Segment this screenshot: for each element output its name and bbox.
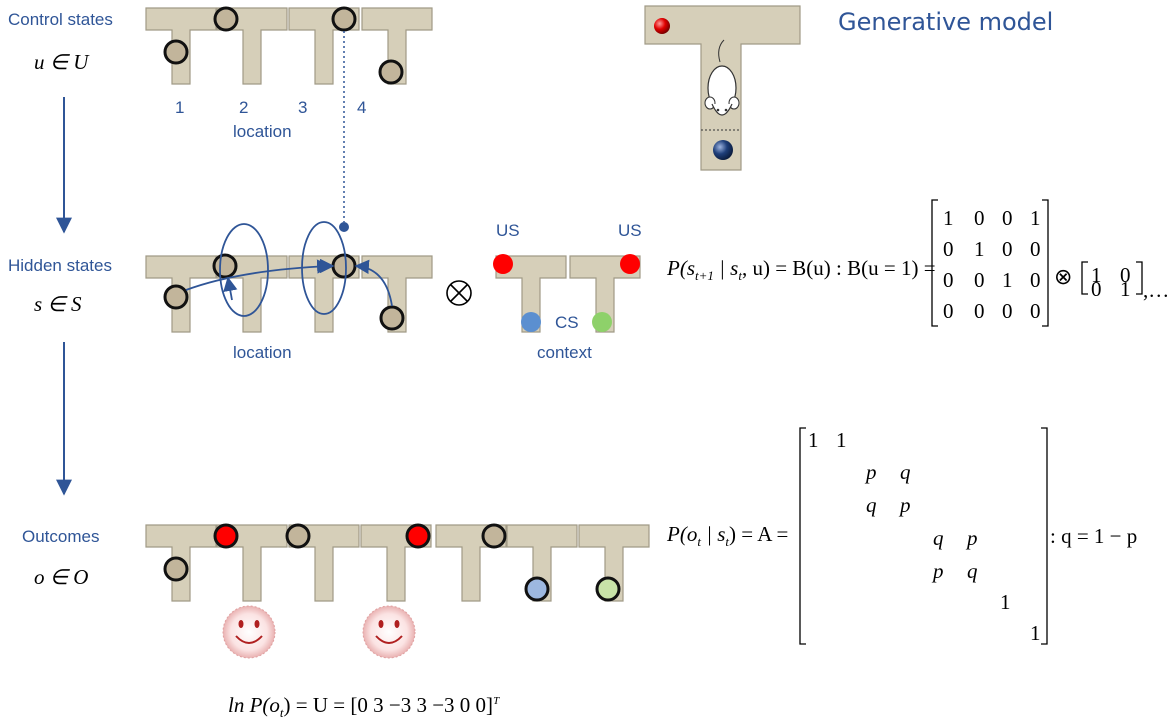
ellipsis: ,…: [1143, 278, 1170, 302]
matrix-b-brackets: [931, 199, 1049, 327]
blue-ball: [713, 140, 733, 160]
context-maze-left: [493, 254, 567, 333]
connector-dot: [339, 222, 349, 232]
outcome-maze-5: [435, 523, 507, 602]
control-maze-4: [361, 7, 433, 85]
control-maze-1: [145, 7, 217, 85]
context-label: context: [537, 343, 592, 362]
control-location-label: location: [233, 122, 292, 141]
matrix-i-brackets: [1081, 261, 1143, 295]
matrix-a-brackets: [799, 427, 1048, 645]
outcomes-heading: Outcomes: [22, 527, 100, 546]
control-states-heading: Control states: [8, 10, 113, 29]
control-maze-2: [213, 6, 288, 85]
utility-equation: ln P(ot) = U = [0 3 −3 3 −3 0 0]T: [228, 693, 500, 721]
hidden-location-label: location: [233, 343, 292, 362]
red-ball: [654, 18, 670, 34]
control-maze-3: [288, 6, 360, 85]
hidden-maze-1: [145, 255, 217, 333]
hidden-states-heading: Hidden states: [8, 256, 112, 275]
us-label-right: US: [618, 221, 642, 240]
outcome-maze-1: [145, 524, 217, 602]
q-condition: : q = 1 − p: [1050, 524, 1138, 548]
context-maze-right: [569, 254, 641, 333]
location-number-3: 3: [298, 98, 308, 117]
likelihood-equation: P(ot | st) = A =: [667, 522, 789, 550]
cs-label: CS: [555, 313, 579, 332]
us-label-left: US: [496, 221, 520, 240]
outcome-maze-2: [213, 523, 288, 602]
location-number-1: 1: [175, 98, 185, 117]
hidden-maze-4: [361, 255, 433, 333]
smiley-icon: [222, 605, 276, 659]
hidden-set: s ∈ S: [34, 292, 82, 316]
outcome-maze-7: [578, 524, 650, 602]
outcome-maze-4: [360, 523, 432, 602]
title: Generative model: [838, 8, 1054, 36]
otimes-symbol: ⊗: [1054, 264, 1073, 289]
outcome-maze-6: [506, 524, 578, 602]
location-number-2: 2: [239, 98, 249, 117]
tensor-product-symbol: [446, 280, 472, 306]
outcome-maze-3: [285, 523, 360, 602]
control-set: u ∈ U: [34, 50, 89, 74]
hidden-maze-2: [212, 253, 288, 333]
location-number-4: 4: [357, 98, 367, 117]
generative-model-maze: [644, 5, 801, 171]
mouse-icon: [704, 39, 740, 116]
transition-arrows: [185, 221, 393, 317]
transition-equation: P(st+1 | st, u) = B(u) : B(u = 1) =: [667, 256, 936, 284]
outcome-set: o ∈ O: [34, 565, 89, 589]
smiley-icon: [362, 605, 416, 659]
